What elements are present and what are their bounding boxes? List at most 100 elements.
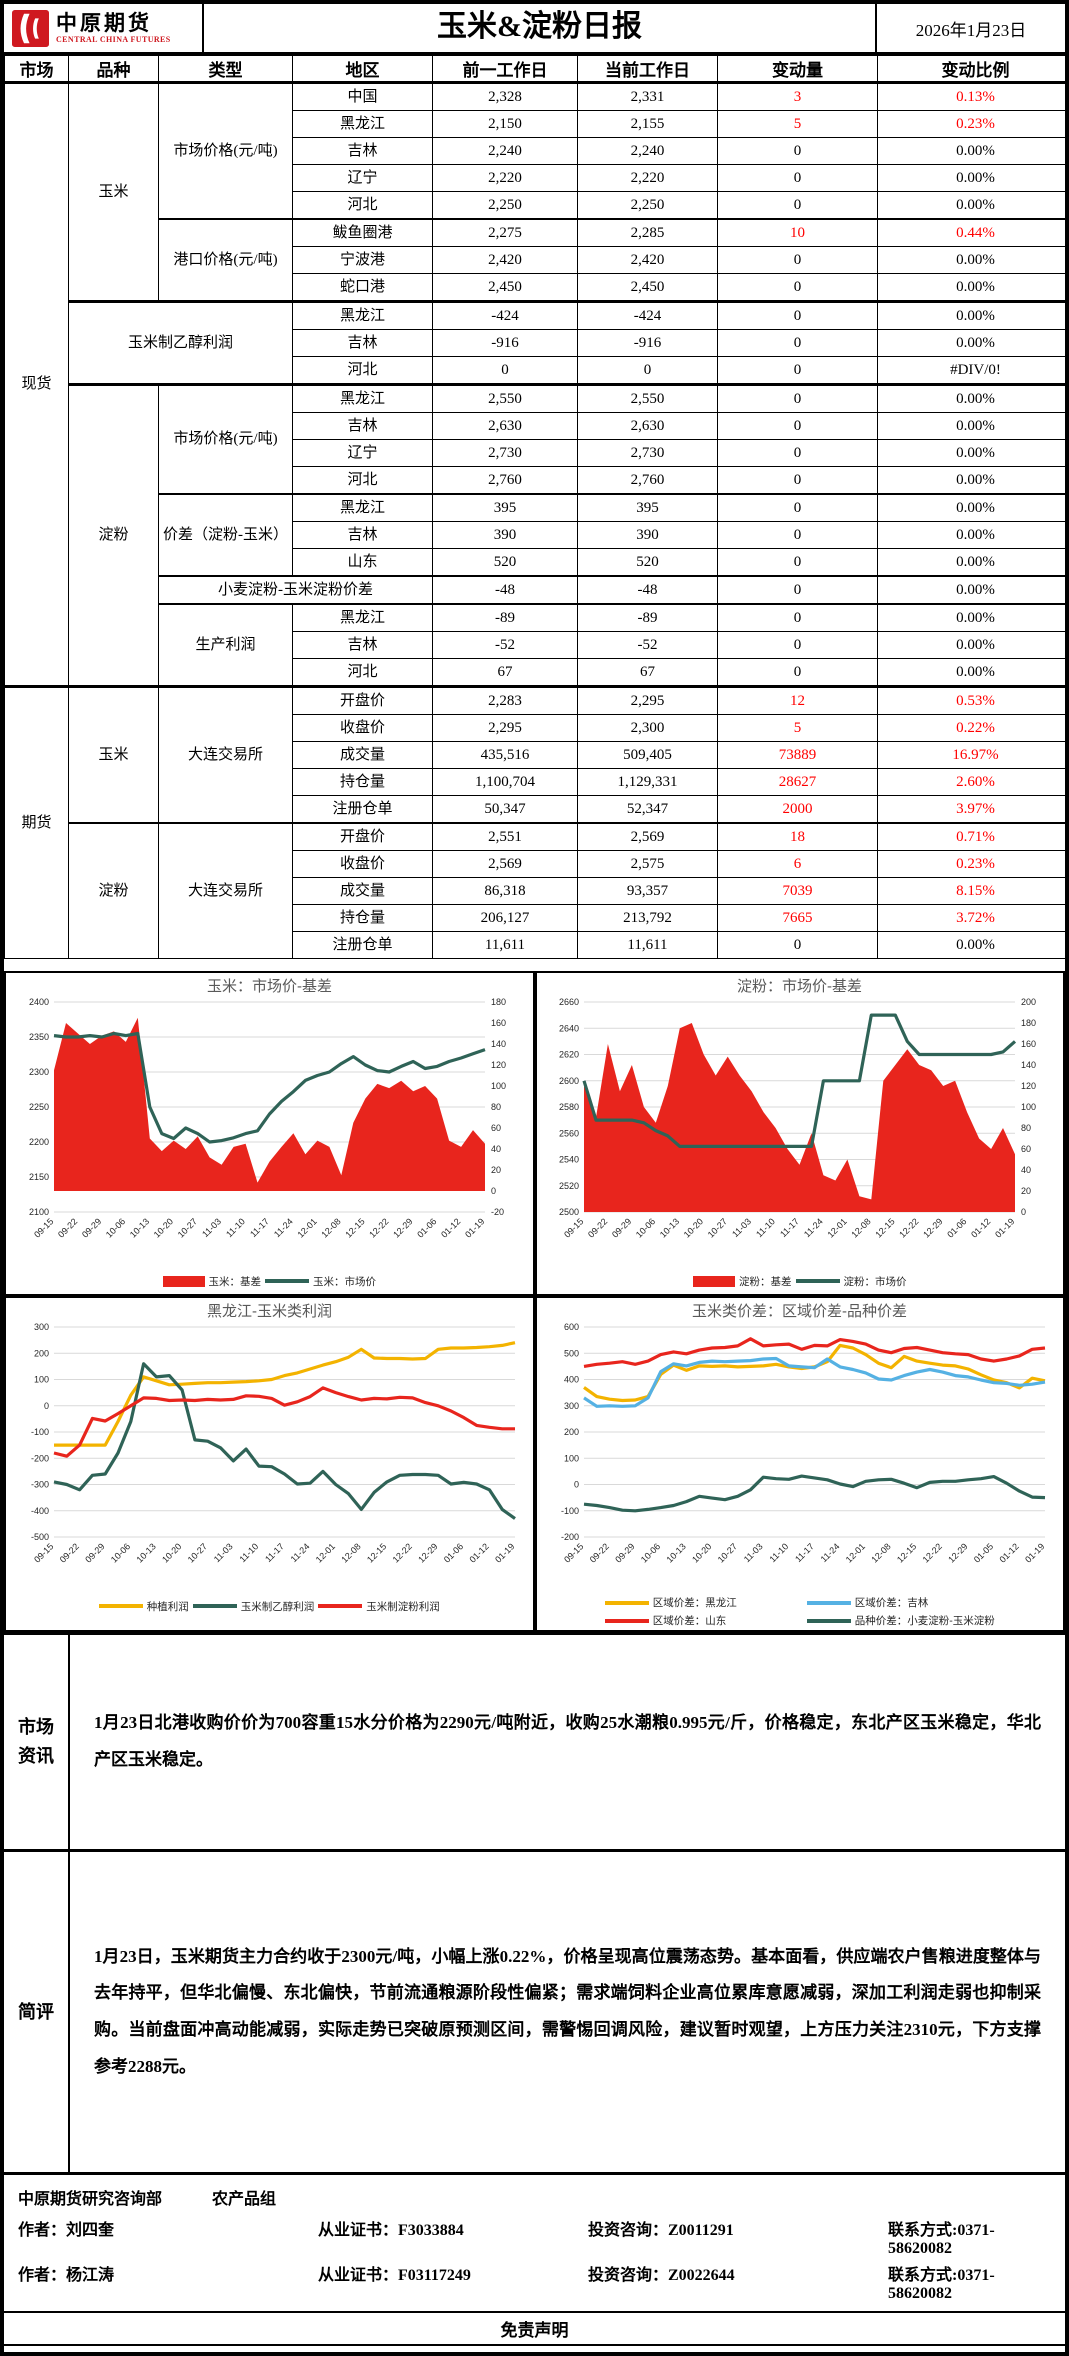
table-cell: 206,127 [432,904,578,932]
table-cell: 大连交易所 [158,685,293,824]
table-cell: 0.13% [877,82,1065,111]
svg-text:500: 500 [564,1348,579,1358]
svg-text:400: 400 [564,1375,579,1385]
svg-text:09-29: 09-29 [614,1541,637,1564]
table-cell: 7039 [717,877,878,905]
table-cell: 淀粉 [68,822,159,959]
svg-text:11-17: 11-17 [248,1216,271,1239]
legend-label: 种植利润 [146,1600,189,1613]
svg-text:140: 140 [1021,1060,1036,1070]
svg-text:2580: 2580 [559,1102,579,1112]
table-cell: -48 [577,575,718,605]
table-cell: 黑龙江 [292,493,433,522]
svg-text:11-24: 11-24 [288,1541,311,1564]
table-cell: 2,250 [432,191,578,220]
table-cell: 3 [717,82,878,111]
table-cell: 2,220 [432,164,578,192]
table-cell: 0.00% [877,658,1065,687]
svg-text:10-20: 10-20 [690,1541,713,1564]
table-row: 港口价格(元/吨) 鲅鱼圈港 2,275 2,285 10 0.44% [5,218,1065,302]
svg-text:10-27: 10-27 [185,1541,208,1564]
table-cell: 0.00% [877,300,1065,330]
table-cell: 注册仓单 [292,931,433,959]
svg-text:11-10: 11-10 [754,1216,777,1239]
table-cell: 小麦淀粉-玉米淀粉价差 [158,575,433,605]
svg-text:100: 100 [491,1081,506,1091]
table-cell: #DIV/0! [877,356,1065,385]
table-cell: 0.00% [877,439,1065,467]
table-cell: 1,100,704 [432,768,578,796]
svg-text:09-29: 09-29 [80,1216,103,1239]
svg-text:12-15: 12-15 [895,1541,918,1564]
table-cell: 0 [717,164,878,192]
svg-text:10-13: 10-13 [658,1216,681,1239]
table-cell: 86,318 [432,877,578,905]
table-cell: -89 [432,603,578,632]
table-cell: 玉米 [68,82,159,302]
svg-text:11-17: 11-17 [778,1216,801,1239]
table-cell: 390 [577,521,718,549]
table-cell: 生产利润 [158,603,293,687]
svg-text:2300: 2300 [29,1067,49,1077]
table-cell: 3.72% [877,904,1065,932]
table-cell: 520 [577,548,718,577]
table-cell: 67 [577,658,718,687]
table-row: 成交量 86,318 93,357 7039 8.15% [5,877,1065,905]
legend-swatch [265,1279,309,1283]
svg-text:180: 180 [1021,1018,1036,1028]
svg-text:160: 160 [491,1018,506,1028]
svg-text:40: 40 [1021,1165,1031,1175]
table-row: 现货 玉米 市场价格(元/吨) 中国 2,328 2,331 3 0.13% [4,82,1065,687]
svg-text:11-24: 11-24 [819,1541,842,1564]
table-cell: -89 [577,603,718,632]
table-cell: 黑龙江 [292,383,433,413]
table-row: 收盘价 2,295 2,300 5 0.22% [5,714,1065,742]
table-cell: 2,150 [432,110,578,138]
table-row: 成交量 435,516 509,405 73889 16.97% [5,741,1065,769]
table-row: 河北 67 67 0 0.00% [5,658,1065,687]
table-cell: 注册仓单 [292,795,433,824]
svg-text:120: 120 [1021,1081,1036,1091]
svg-text:10-13: 10-13 [128,1216,151,1239]
table-cell: 2,240 [577,137,718,165]
table-cell: 0.00% [877,493,1065,522]
svg-text:2540: 2540 [559,1155,579,1165]
table-cell: 2.60% [877,768,1065,796]
table-cell: 2,569 [432,850,578,878]
svg-text:12-29: 12-29 [921,1216,944,1239]
svg-text:11-03: 11-03 [200,1216,223,1239]
table-cell: 玉米 [68,685,159,824]
table-row: 黑龙江 2,150 2,155 5 0.23% [5,110,1065,138]
svg-text:12-01: 12-01 [844,1541,867,1564]
svg-text:01-06: 01-06 [442,1541,465,1564]
table-cell: 开盘价 [292,822,433,851]
table-cell: 0.23% [877,850,1065,878]
market-info-label: 市场资讯 [4,1635,70,1849]
table-row: 吉林 390 390 0 0.00% [5,521,1065,549]
legend-item: 玉米：市场价 [265,1274,376,1289]
table-cell: 黑龙江 [292,300,433,330]
table-body: 现货 玉米 市场价格(元/吨) 中国 2,328 2,331 3 0.13% 黑龙江 2,150 2… [4,82,1065,959]
table-cell: 价差（淀粉-玉米） [158,493,293,577]
svg-text:40: 40 [491,1144,501,1154]
table-cell: 吉林 [292,329,433,357]
svg-text:2250: 2250 [29,1102,49,1112]
legend-swatch [162,1275,205,1287]
legend-label: 品种价差：小麦淀粉-玉米淀粉 [854,1615,995,1627]
chart-corn-spreads: 玉米类价差：区域价差-品种价差 -200 -100 0 100 200 300 400 500 6… [534,1296,1065,1632]
table-cell: -52 [577,631,718,659]
svg-text:01-12: 01-12 [969,1216,992,1239]
table-cell: 河北 [292,356,433,385]
legend-swatch [318,1604,363,1608]
table-cell: 10 [717,218,878,247]
table-cell: 收盘价 [292,850,433,878]
svg-text:-200: -200 [31,1453,49,1463]
table-row: 生产利润 黑龙江 -89 -89 0 0.00% [5,603,1065,687]
svg-text:2520: 2520 [559,1181,579,1191]
legend-item: 玉米：基差 [162,1274,261,1289]
company-name: 中原期货 [56,11,152,36]
table-cell: 0.53% [877,685,1065,715]
table-cell: 2,450 [577,273,718,302]
svg-text:300: 300 [564,1401,579,1411]
svg-text:-100: -100 [561,1506,579,1516]
